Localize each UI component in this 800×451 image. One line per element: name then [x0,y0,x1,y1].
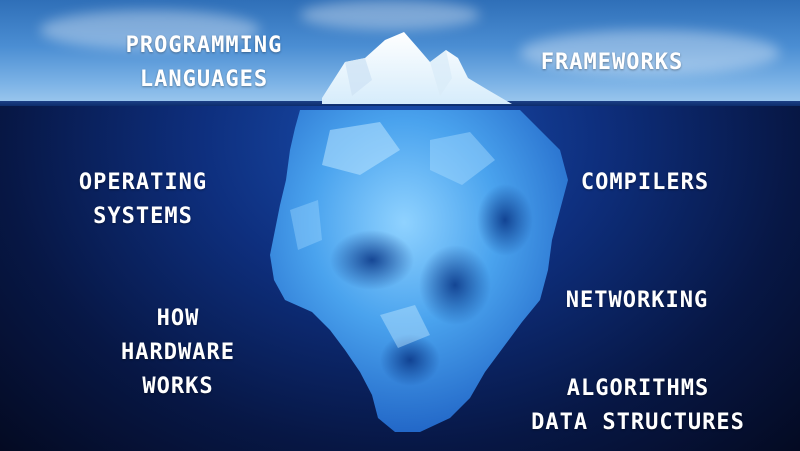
label-compilers: COMPILERS [560,166,730,200]
iceberg-tip-shade [345,58,372,96]
cloud [300,0,480,30]
ice-highlight [380,305,430,348]
label-line: FRAMEWORKS [540,50,684,75]
label-operating-systems: OPERATING SYSTEMS [58,166,228,234]
label-line: HARDWARE [121,340,235,365]
label-line: COMPILERS [580,170,710,195]
label-line: HOW [156,306,200,331]
label-line: WORKS [142,374,214,399]
ice-cavity [380,334,440,386]
label-line: ALGORITHMS [566,376,710,401]
label-how-hardware-works: HOW HARDWARE WORKS [108,302,248,404]
iceberg-tip-shade [430,50,452,96]
label-line: NETWORKING [565,288,709,313]
label-line: LANGUAGES [139,67,269,92]
iceberg-tip [322,32,512,104]
ice-cavity [330,230,414,290]
label-line: SYSTEMS [93,204,193,229]
cloud [520,30,780,75]
ice-cavity [477,184,533,256]
label-algorithms-data-structures: ALGORITHMS DATA STRUCTURES [508,372,768,440]
label-line: OPERATING [78,170,208,195]
ice-highlight [322,122,400,175]
label-networking: NETWORKING [547,284,727,318]
label-frameworks: FRAMEWORKS [522,46,702,80]
ice-highlight [430,132,495,185]
label-line: DATA STRUCTURES [531,410,745,435]
label-programming-languages: PROGRAMMING LANGUAGES [104,29,304,97]
ice-highlight [290,200,322,250]
ice-cavity [419,245,491,325]
label-line: PROGRAMMING [125,33,283,58]
cloud [40,10,260,50]
